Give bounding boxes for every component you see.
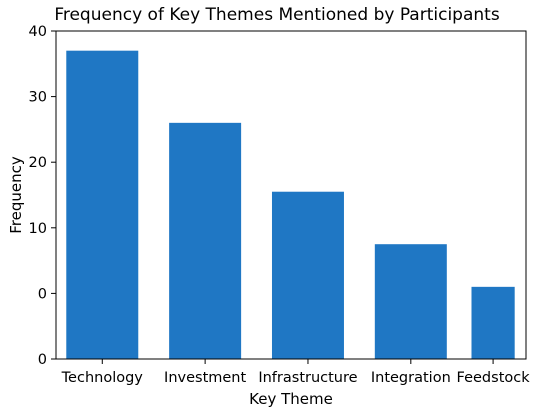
y-tick-label: 0 [38,286,47,302]
y-tick-label: 20 [29,155,47,171]
x-tick-label: Investment [164,370,246,386]
x-tick-label: Integration [371,370,451,386]
y-axis-ticks: 0 0 10 20 30 40 [29,24,56,368]
y-tick-label: 30 [29,90,47,106]
x-tick-label: Infrastructure [258,370,357,386]
bar-integration [374,244,447,359]
bar-infrastructure [271,191,344,359]
y-axis-label: Frequency [7,156,25,234]
chart-title: Frequency of Key Themes Mentioned by Par… [54,5,500,25]
y-tick-label: 10 [29,221,47,237]
y-tick-label: 40 [29,24,47,40]
x-axis-label: Key Theme [249,390,333,408]
bars-group [66,50,515,360]
bar-technology [66,50,139,360]
y-tick-label: 0 [38,352,47,368]
x-tick-label: Technology [61,370,144,386]
bar-feedstock [471,286,515,359]
x-axis-ticks: Technology Investment Infrastructure Integr… [61,359,531,386]
x-tick-label: Feedstock [457,370,531,386]
plot-frame [55,30,527,360]
bar-investment [169,122,242,359]
